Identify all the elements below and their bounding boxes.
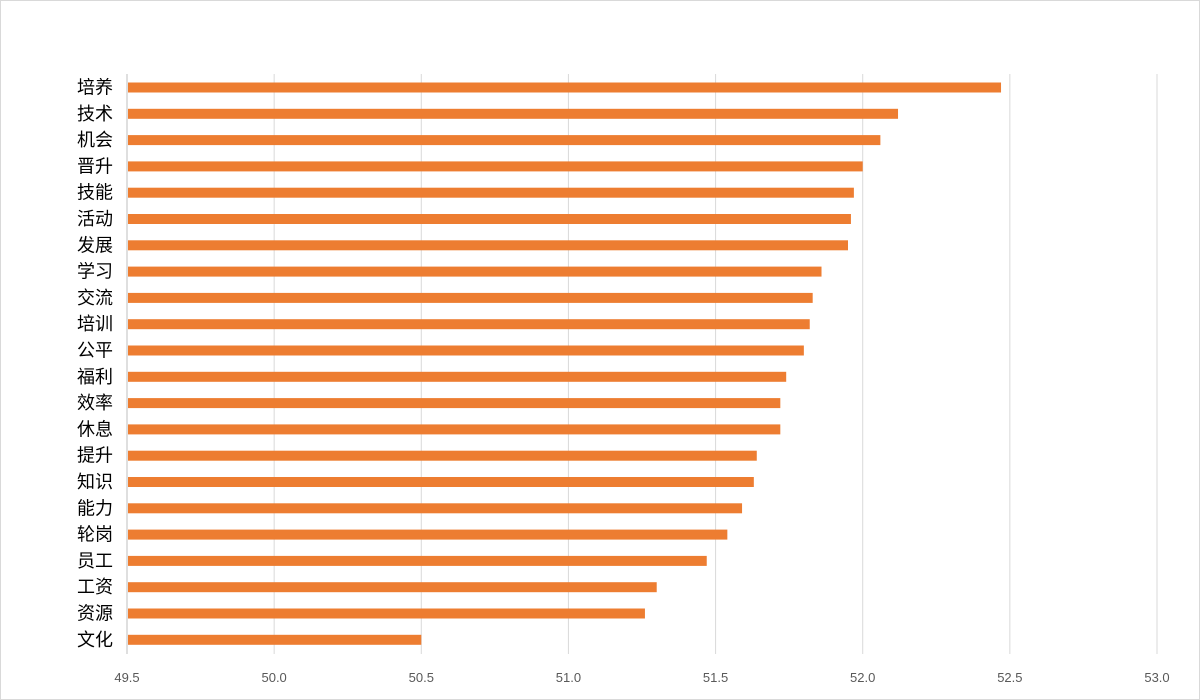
category-label: 培养 (77, 78, 113, 99)
bar (128, 371, 787, 382)
category-label: 资源 (77, 604, 113, 625)
x-tick-label: 51.0 (556, 670, 581, 685)
gridlines (273, 74, 1158, 654)
category-label: 公平 (77, 341, 113, 362)
bar (128, 477, 754, 487)
category-label: 提升 (77, 446, 113, 467)
category-label: 福利 (77, 367, 113, 388)
x-tick-label: 53.0 (1144, 670, 1169, 685)
bar (128, 319, 810, 330)
bar (128, 214, 851, 224)
category-label: 工资 (77, 577, 113, 598)
bar (128, 161, 863, 172)
x-tick-label: 50.0 (261, 670, 286, 685)
bar (128, 135, 881, 146)
category-labels: 培养技术机会晋升技能活动发展学习交流培训公平福利效率休息提升知识能力轮岗员工工资… (77, 78, 113, 651)
category-label: 发展 (77, 235, 113, 256)
category-label: 学习 (77, 262, 113, 283)
bar (128, 529, 728, 540)
bar (128, 608, 645, 619)
bar (128, 634, 422, 645)
bar (128, 503, 743, 514)
category-label: 技能 (77, 183, 113, 204)
bar (128, 345, 804, 356)
category-label: 活动 (77, 209, 113, 230)
bar (128, 82, 1002, 93)
category-label: 效率 (77, 393, 113, 414)
x-tick-label: 51.5 (703, 670, 728, 685)
bar (128, 555, 707, 566)
x-tick-label: 52.5 (997, 670, 1022, 685)
category-label: 休息 (77, 419, 113, 440)
bar (128, 292, 813, 303)
x-tick-labels: 49.5 50.0 50.5 51.0 51.5 52.0 52.5 53.0 (114, 670, 1169, 685)
bar (128, 187, 854, 198)
category-label: 机会 (77, 130, 113, 151)
x-tick-label: 50.5 (409, 670, 434, 685)
bar (128, 450, 757, 461)
bar (128, 240, 848, 251)
category-label: 晋升 (77, 156, 113, 177)
x-tick-label: 49.5 (114, 670, 139, 685)
bar (128, 398, 781, 409)
category-label: 轮岗 (77, 525, 113, 546)
bar (128, 424, 781, 435)
x-tick-label: 52.0 (850, 670, 875, 685)
category-label: 员工 (77, 551, 113, 572)
bar (128, 266, 822, 277)
category-label: 技术 (77, 104, 113, 125)
category-label: 能力 (77, 498, 113, 519)
bar (128, 582, 657, 593)
category-label: 知识 (77, 472, 113, 493)
category-label: 文化 (77, 630, 113, 651)
category-label: 培训 (77, 314, 113, 335)
bar (128, 108, 899, 119)
bars (128, 82, 1002, 645)
category-label: 交流 (77, 288, 113, 309)
